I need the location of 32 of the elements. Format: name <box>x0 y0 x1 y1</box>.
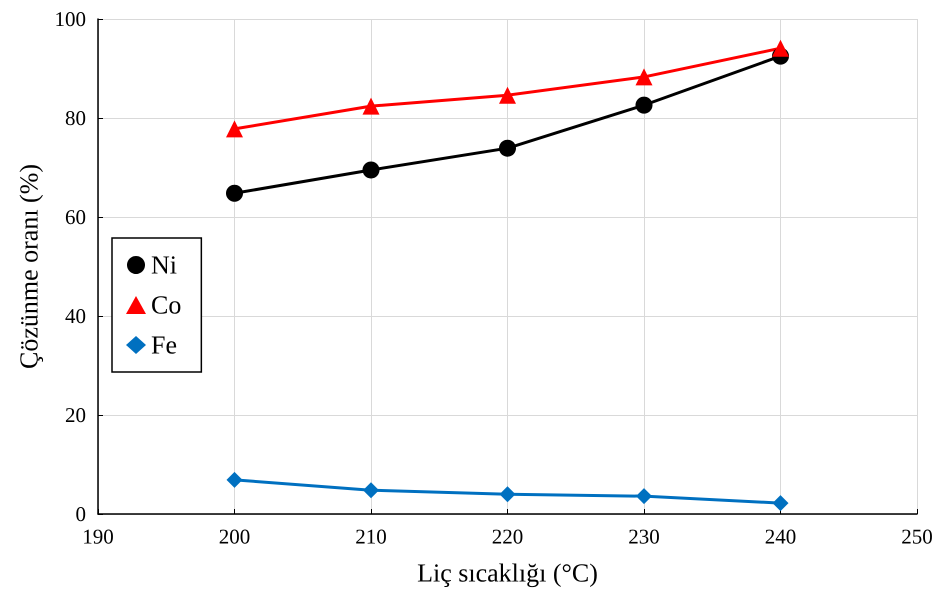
point <box>636 488 652 504</box>
y-tick-label: 40 <box>65 304 86 328</box>
point <box>499 140 516 157</box>
x-tick-label: 210 <box>355 524 387 548</box>
y-tick-label: 20 <box>65 403 86 427</box>
x-tick-label: 200 <box>218 524 250 548</box>
x-tick-label: 190 <box>82 524 114 548</box>
point <box>362 98 380 115</box>
y-tick-label: 60 <box>65 205 86 229</box>
x-tick-label: 220 <box>492 524 524 548</box>
x-axis-title: Liç sıcaklığı (°C) <box>417 558 598 588</box>
point <box>772 495 788 512</box>
point <box>226 472 242 488</box>
x-tick-label: 230 <box>628 524 660 548</box>
legend-label: Co <box>151 290 182 320</box>
y-tick-label: 80 <box>65 106 86 130</box>
point <box>226 120 243 138</box>
point <box>500 486 516 502</box>
legend-label: Fe <box>151 330 177 360</box>
point <box>226 184 243 202</box>
legend-label: Ni <box>151 250 177 280</box>
y-tick-label: 0 <box>76 502 86 526</box>
point <box>636 68 652 86</box>
point <box>363 482 379 498</box>
y-tick-label: 100 <box>54 7 86 31</box>
x-tick-label: 250 <box>901 524 933 548</box>
y-axis-title: Çözünme oranı (%) <box>14 164 44 370</box>
x-tick-label: 240 <box>764 524 796 548</box>
point <box>362 161 380 178</box>
point <box>499 86 516 104</box>
point <box>772 40 789 57</box>
point <box>636 96 652 114</box>
